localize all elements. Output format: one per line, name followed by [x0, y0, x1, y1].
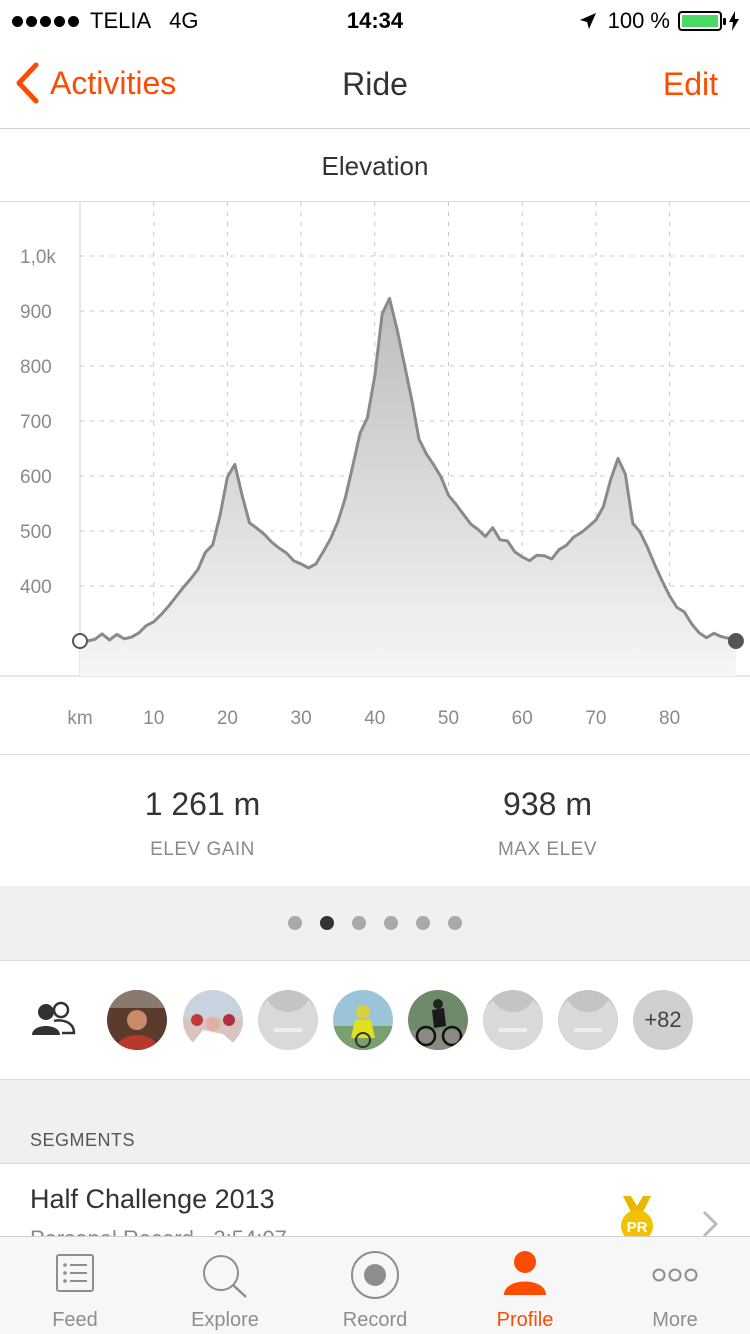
x-tick-label: 20 [217, 708, 238, 729]
y-tick-label: 500 [20, 522, 52, 543]
x-tick-label: 60 [512, 708, 533, 729]
start-marker [72, 633, 88, 649]
athlete-photo-icon [408, 990, 468, 1050]
athlete-avatar-default[interactable] [558, 990, 618, 1050]
tab-explore[interactable]: Explore [150, 1237, 300, 1334]
athlete-avatar[interactable] [183, 990, 243, 1050]
tab-feed-label: Feed [52, 1309, 98, 1331]
back-button[interactable]: Activities [14, 62, 176, 104]
y-tick-label: 600 [20, 467, 52, 488]
athlete-avatar-default[interactable] [258, 990, 318, 1050]
default-avatar-icon [483, 990, 543, 1050]
battery-icon [678, 11, 726, 31]
page-dot[interactable] [448, 916, 462, 930]
y-tick-label: 1,0k [20, 247, 56, 268]
athlete-avatar[interactable] [333, 990, 393, 1050]
page-dot[interactable] [320, 916, 334, 930]
chevron-left-icon [16, 62, 39, 104]
athlete-avatar[interactable] [408, 990, 468, 1050]
elev-gain-label: ELEV GAIN [150, 839, 255, 860]
tab-record[interactable]: Record [300, 1237, 450, 1334]
page-dot[interactable] [352, 916, 366, 930]
elevation-stats: 1 261 m ELEV GAIN 938 m MAX ELEV [0, 756, 750, 886]
athlete-photo-icon [107, 990, 167, 1050]
x-tick-label: 70 [585, 708, 606, 729]
elev-gain-stat: 1 261 m ELEV GAIN [15, 786, 390, 861]
chart-title: Elevation [0, 130, 750, 202]
default-avatar-icon [558, 990, 618, 1050]
more-dots-icon [652, 1268, 698, 1282]
tab-profile-label: Profile [496, 1309, 554, 1331]
tab-record-label: Record [342, 1309, 408, 1331]
athlete-avatar[interactable] [107, 990, 167, 1050]
feed-icon [56, 1254, 94, 1292]
page-dot[interactable] [288, 916, 302, 930]
edit-button[interactable]: Edit [662, 66, 718, 102]
elevation-chart-svg: 400 500 600 700 800 900 1,0k km 10 20 30 40 50 60 70 80 [0, 202, 750, 729]
chevron-right-icon [702, 1210, 719, 1236]
battery-percent: 100 % [607, 8, 670, 33]
x-tick-label: 10 [143, 708, 164, 729]
default-avatar-icon [258, 990, 318, 1050]
athlete-avatar-default[interactable] [483, 990, 543, 1050]
end-marker [727, 633, 744, 649]
y-tick-label: 900 [20, 302, 52, 323]
segments-header: SEGMENTS [0, 1080, 750, 1164]
athlete-photo-icon [183, 990, 243, 1050]
tab-bar: Feed Explore Record Profile More [0, 1236, 750, 1334]
more-kudos-badge[interactable]: +82 [633, 990, 693, 1050]
pr-badge-text: PR [627, 1219, 648, 1236]
network-type: 4G [169, 8, 199, 33]
max-elev-stat: 938 m MAX ELEV [360, 786, 735, 861]
segment-row[interactable]: Half Challenge 2013 Personal Record · 2:… [0, 1164, 750, 1236]
max-elev-value: 938 m [503, 786, 592, 822]
tab-more-label: More [652, 1309, 698, 1331]
segment-name: Half Challenge 2013 [30, 1184, 275, 1214]
page-dot[interactable] [416, 916, 430, 930]
x-tick-label: 50 [438, 708, 459, 729]
x-tick-label: 80 [659, 708, 680, 729]
x-tick-label: 30 [291, 708, 312, 729]
y-tick-label: 400 [20, 577, 52, 598]
elevation-area [80, 298, 736, 676]
athlete-photo-icon [333, 990, 393, 1050]
status-right: 100 % [578, 8, 740, 34]
status-left: TELIA 4G [12, 8, 199, 34]
charging-bolt-icon [729, 11, 739, 31]
back-label: Activities [50, 64, 177, 101]
pr-medal-icon: PR [621, 1196, 653, 1236]
search-icon [203, 1255, 247, 1298]
tab-feed[interactable]: Feed [0, 1237, 150, 1334]
kudos-people-icon [32, 1001, 76, 1035]
profile-icon [504, 1251, 546, 1295]
signal-strength-icon [12, 15, 82, 27]
clock: 14:34 [346, 8, 404, 33]
x-tick-label: 40 [364, 708, 385, 729]
page-dot[interactable] [384, 916, 398, 930]
location-arrow-icon [579, 13, 596, 29]
carrier-name: TELIA [90, 8, 152, 33]
navigation-bar: Activities Ride Edit [0, 40, 750, 129]
status-bar: TELIA 4G 14:34 100 % [0, 0, 750, 40]
tab-profile[interactable]: Profile [450, 1237, 600, 1334]
segment-subtitle: Personal Record · 2:54:07 [30, 1226, 287, 1236]
segments-header-label: SEGMENTS [30, 1130, 136, 1150]
y-tick-label: 800 [20, 357, 52, 378]
elevation-chart[interactable]: 400 500 600 700 800 900 1,0k km 10 20 30 40 50 60 70 80 [0, 202, 750, 755]
elev-gain-value: 1 261 m [144, 786, 261, 822]
page-indicator[interactable] [0, 886, 750, 961]
kudos-row[interactable]: +82 [0, 961, 750, 1080]
max-elev-label: MAX ELEV [497, 839, 598, 860]
elevation-line [80, 296, 737, 643]
x-axis-unit-label: km [67, 708, 92, 729]
tab-more[interactable]: More [600, 1237, 750, 1334]
record-icon [351, 1251, 399, 1299]
tab-explore-label: Explore [191, 1309, 259, 1331]
y-tick-label: 700 [20, 412, 52, 433]
